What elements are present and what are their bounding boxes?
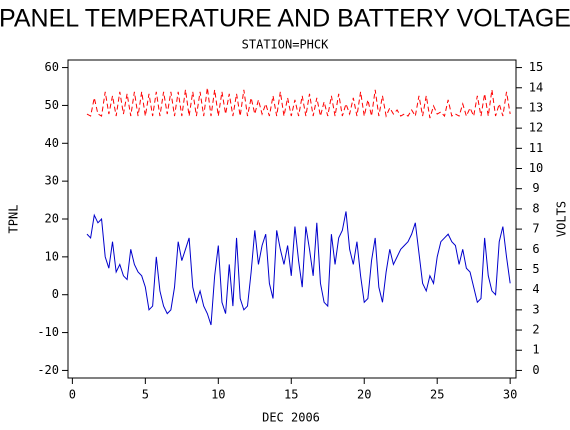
y2-tick-label: 13 [529, 100, 543, 114]
series-line [86, 87, 511, 119]
y2-tick-label: 14 [529, 80, 543, 94]
x-tick-label: 10 [211, 388, 225, 402]
y-tick-label: -10 [37, 325, 59, 339]
x-axis-label: DEC 2006 [262, 411, 320, 425]
series-line [86, 211, 511, 326]
y-tick-label: 30 [45, 174, 59, 188]
y2-axis-label: VOLTS [555, 201, 569, 237]
y2-tick-label: 5 [532, 262, 539, 276]
y2-tick-label: 0 [532, 363, 539, 377]
plot-frame [67, 59, 517, 379]
chart-title: PANEL TEMPERATURE AND BATTERY VOLTAGE [0, 5, 570, 33]
y-tick-label: 20 [45, 212, 59, 226]
y2-tick-label: 6 [532, 242, 539, 256]
x-tick-label: 15 [284, 388, 298, 402]
y2-tick-label: 8 [532, 201, 539, 215]
y2-tick-label: 4 [532, 282, 539, 296]
y-tick-label: 60 [45, 60, 59, 74]
y-tick-label: 10 [45, 249, 59, 263]
x-tick-label: 25 [430, 388, 444, 402]
y-tick-label: 0 [52, 287, 59, 301]
x-tick-label: 30 [503, 388, 517, 402]
y2-tick-label: 12 [529, 121, 543, 135]
x-tick-label: 5 [142, 388, 149, 402]
chart-subtitle: STATION=PHCK [242, 38, 329, 52]
y-tick-label: 50 [45, 98, 59, 112]
y2-tick-label: 11 [529, 141, 543, 155]
y2-tick-label: 3 [532, 302, 539, 316]
y2-tick-label: 10 [529, 161, 543, 175]
y2-tick-label: 2 [532, 323, 539, 337]
y-axis-label: TPNL [7, 205, 21, 234]
x-tick-label: 20 [357, 388, 371, 402]
y-tick-label: -20 [37, 363, 59, 377]
y-tick-label: 40 [45, 136, 59, 150]
y2-tick-label: 7 [532, 222, 539, 236]
x-tick-label: 0 [69, 388, 76, 402]
y2-tick-label: 1 [532, 343, 539, 357]
y2-tick-label: 15 [529, 60, 543, 74]
y2-tick-label: 9 [532, 181, 539, 195]
